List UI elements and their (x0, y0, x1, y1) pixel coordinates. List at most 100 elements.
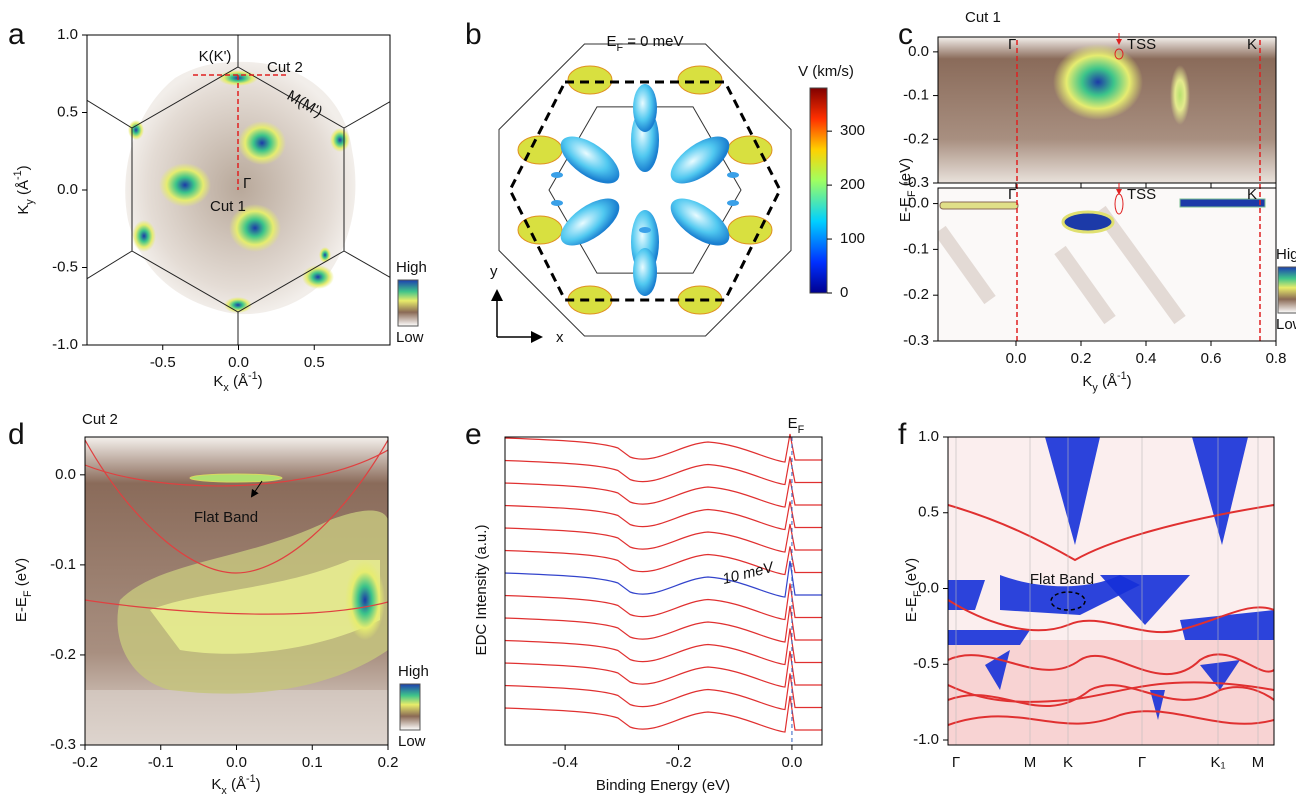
band-line (948, 684, 1274, 707)
edc-curves (504, 433, 822, 733)
colorbar-label: Low (398, 733, 426, 750)
y-axis-label: E-EF (eV) (903, 558, 924, 622)
colorbar-tick-label: 0 (840, 284, 848, 301)
label-part: (Å (227, 776, 246, 793)
y-axis-label: E-EF (eV) (897, 158, 918, 222)
edc-curve (504, 673, 822, 711)
colorbar-label: High (396, 259, 427, 276)
band-line (948, 710, 1274, 726)
x-tick-label: -0.4 (552, 754, 578, 771)
x-tick-label: 0.0 (1006, 350, 1027, 367)
label-part: E (788, 415, 798, 432)
panel-letter: f (898, 418, 907, 451)
label-part: (eV) (13, 558, 30, 591)
edc-curve (504, 605, 822, 643)
annotation-arrow (250, 480, 263, 498)
colorbar-label: High (1276, 246, 1296, 263)
annotation: K (1247, 36, 1257, 53)
pocket (727, 215, 773, 245)
edc-curve (504, 628, 822, 666)
y-tick-label: -0.1 (50, 556, 76, 573)
label-part: -1 (248, 370, 258, 382)
pocket (677, 65, 723, 95)
y-tick-label: -0.2 (903, 286, 929, 303)
band-image (948, 437, 1274, 745)
axis-name: y (490, 263, 498, 280)
label-part: K (213, 373, 223, 390)
x-tick-label: Γ (1138, 754, 1146, 771)
band-curve (85, 599, 388, 615)
label-part: = 0 meV (623, 33, 683, 50)
intensity-feature (224, 297, 252, 313)
pocket (670, 136, 730, 184)
pocket (560, 198, 620, 246)
annotation: Cut 1 (210, 198, 246, 215)
intensity-feature (938, 205, 1186, 325)
label-part: (Å (229, 373, 248, 390)
edc-curve (504, 560, 822, 598)
label-part: ) (1127, 373, 1132, 390)
band-curve (85, 439, 388, 574)
intensity-feature (1053, 44, 1143, 120)
y-tick-label: 0.0 (57, 181, 78, 198)
pocket (517, 215, 563, 245)
intensity-feature (1061, 210, 1115, 234)
band-region (1150, 690, 1165, 720)
label-part: F (798, 424, 805, 436)
heatmap-image (85, 437, 388, 745)
zone-line (87, 99, 133, 129)
intensity-map (125, 61, 356, 315)
intensity-feature (1170, 65, 1190, 125)
heatmap-image (87, 35, 390, 345)
edc-curve (504, 501, 822, 531)
edc-curve (504, 478, 822, 508)
x-tick-label: 0.5 (304, 354, 325, 371)
label-part: E-E (903, 597, 920, 622)
label-part: E-E (897, 197, 914, 222)
edc-curve (504, 456, 822, 486)
label-part: (Å (15, 180, 32, 199)
label-part: x (223, 382, 229, 394)
plot-frame (937, 36, 1277, 184)
x-tick-label: 0.0 (782, 754, 803, 771)
label-part: -1 (12, 170, 24, 180)
intensity-feature (150, 560, 380, 654)
x-tick-label: M (1024, 754, 1037, 771)
label-part: K (211, 776, 221, 793)
pocket (670, 198, 730, 246)
panel-letter: c (898, 18, 913, 51)
y-tick-label: -0.2 (903, 130, 929, 147)
panel-letter: a (8, 18, 25, 51)
colorbar-label: High (398, 663, 429, 680)
y-axis-label: EDC Intensity (a.u.) (473, 525, 490, 656)
label-part: (eV) (903, 558, 920, 591)
intensity-feature (238, 121, 286, 165)
colorbar-label: Low (1276, 316, 1296, 333)
x-axis-label: Ky (Å-1) (1082, 370, 1131, 394)
label-part: -1 (246, 773, 256, 785)
x-tick-label: Γ (952, 754, 960, 771)
y-tick-label: 0.0 (908, 195, 929, 212)
edc-curve (504, 546, 822, 576)
fermi-label: EF (788, 415, 805, 436)
pocket (567, 65, 613, 95)
y-tick-label: -0.3 (50, 736, 76, 753)
x-tick-label: 0.0 (228, 354, 249, 371)
panel-title: EF = 0 meV (606, 33, 683, 54)
x-tick-label: 0.0 (226, 754, 247, 771)
band-line (948, 653, 1274, 675)
intensity-feature (229, 204, 281, 252)
x-tick-label: -0.5 (150, 354, 176, 371)
panel-letter: e (465, 418, 482, 451)
edc-curve (504, 583, 822, 621)
y-tick-label: -0.2 (50, 646, 76, 663)
y-tick-label: -1.0 (52, 336, 78, 353)
y-tick-label: 0.0 (908, 43, 929, 60)
fermi-surface (498, 43, 792, 337)
x-tick-label: 0.8 (1266, 350, 1287, 367)
intensity-feature (302, 265, 334, 289)
y-tick-label: -1.0 (913, 731, 939, 748)
band-region (1000, 575, 1140, 615)
pocket (639, 227, 651, 233)
annotation-ring (1114, 48, 1124, 60)
